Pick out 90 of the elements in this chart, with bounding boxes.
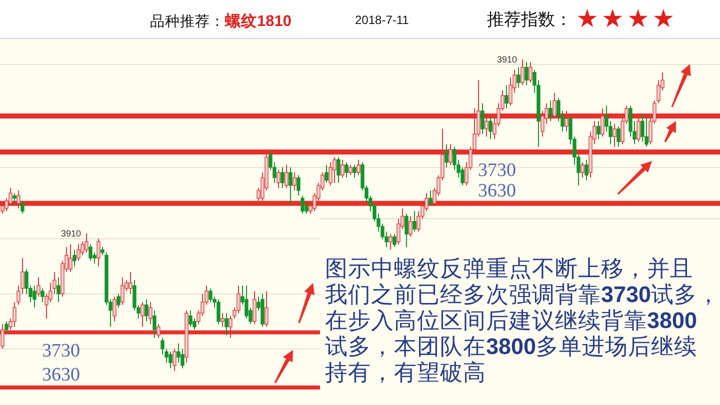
- candlestick: [12, 192, 16, 204]
- candlestick: [4, 320, 8, 333]
- candlestick: [216, 298, 220, 325]
- candlestick: [228, 315, 232, 338]
- candlestick: [288, 166, 292, 206]
- candlestick: [520, 59, 524, 86]
- candlestick: [220, 312, 224, 328]
- candlestick: [356, 159, 360, 176]
- candlestick: [0, 324, 4, 350]
- candlestick: [596, 120, 600, 140]
- candlestick: [392, 234, 396, 248]
- candlestick: [280, 166, 284, 188]
- ref-line-label: 3630: [42, 364, 80, 386]
- candlestick: [524, 62, 528, 86]
- annotation: 3910: [496, 54, 517, 65]
- candlestick: [504, 84, 508, 109]
- candlestick: [56, 276, 60, 303]
- candlestick: [528, 62, 532, 84]
- candlestick: [348, 164, 352, 176]
- candlestick: [388, 234, 392, 250]
- candlestick: [156, 324, 160, 338]
- candlestick: [552, 92, 556, 120]
- text: 我们之前已经多次强调背靠3730试多，: [325, 282, 720, 307]
- candlestick: [484, 116, 488, 138]
- candlestick: [344, 162, 348, 178]
- candlestick: [448, 144, 452, 166]
- candlestick: [76, 244, 80, 262]
- candlestick: [168, 351, 172, 369]
- candlestick: [40, 288, 44, 303]
- candlestick: [600, 108, 604, 138]
- candlestick: [296, 174, 300, 196]
- candlestick: [444, 144, 448, 168]
- annotation: 图示中螺纹反弹重点不断上移，并且: [325, 256, 693, 281]
- candlestick: [332, 156, 336, 184]
- candlestick: [408, 216, 412, 238]
- candlestick: [84, 232, 88, 254]
- candlestick: [300, 195, 304, 214]
- candlestick: [480, 102, 484, 135]
- ref-line-label: 3730: [478, 160, 516, 181]
- candlestick: [128, 271, 132, 294]
- candlestick: [488, 116, 492, 140]
- candlestick: [516, 66, 520, 88]
- candlestick: [644, 116, 648, 148]
- candlestick: [116, 293, 120, 308]
- candlestick: [404, 213, 408, 248]
- candlestick: [352, 164, 356, 178]
- candlestick: [584, 159, 588, 181]
- candlestick: [20, 200, 24, 214]
- text: 试多，本团队在3800多单进场后继续: [325, 334, 698, 359]
- candlestick: [616, 126, 620, 148]
- candlestick: [304, 200, 308, 214]
- candlestick: [140, 302, 144, 328]
- candlestick: [252, 290, 256, 325]
- candlestick: [264, 290, 268, 328]
- candlestick: [32, 285, 36, 308]
- candlestick: [96, 238, 100, 267]
- candlestick: [428, 190, 432, 206]
- candlestick: [36, 276, 40, 298]
- candlestick: [88, 244, 92, 262]
- text: 推荐指数：★★★★: [487, 4, 678, 34]
- candlestick: [120, 276, 124, 306]
- candlestick: [612, 123, 616, 148]
- candlestick: [188, 310, 192, 328]
- candlestick: [324, 164, 328, 184]
- candlestick: [224, 312, 228, 336]
- candlestick: [68, 244, 72, 272]
- candlestick: [148, 302, 152, 325]
- ref-line-label: 3730: [42, 340, 80, 362]
- text: 在步入高位区间后建议继续背靠3800: [325, 308, 698, 333]
- annotation: 3910: [60, 228, 81, 238]
- candlestick: [340, 159, 344, 178]
- candlestick: [284, 164, 288, 188]
- candlestick: [172, 348, 176, 372]
- text: 2018-7-11: [355, 13, 409, 27]
- candlestick: [152, 310, 156, 338]
- candlestick: [16, 190, 20, 209]
- candlestick: [636, 116, 640, 142]
- candlestick: [276, 169, 280, 188]
- candlestick: [564, 110, 568, 132]
- candlestick: [144, 298, 148, 322]
- candlestick: [72, 249, 76, 267]
- ref-line-label: 3630: [478, 180, 516, 202]
- candlestick: [580, 162, 584, 178]
- text: 品种推荐：螺纹1810: [150, 12, 292, 32]
- candlestick: [292, 172, 296, 192]
- candlestick: [548, 100, 552, 122]
- candlestick: [112, 296, 116, 322]
- candlestick: [412, 210, 416, 232]
- candlestick: [336, 156, 340, 184]
- text: 持有，有望破高: [325, 360, 486, 385]
